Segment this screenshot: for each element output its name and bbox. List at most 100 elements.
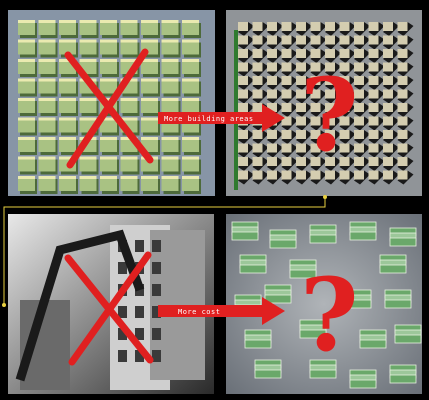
block: [18, 39, 35, 55]
block: [182, 156, 199, 172]
dense-block: [383, 116, 393, 126]
block-top: [120, 98, 138, 101]
dense-block: [281, 62, 292, 72]
block-top: [38, 98, 56, 101]
window: [118, 262, 127, 274]
block-top: [18, 98, 35, 101]
block-top: [18, 156, 35, 160]
dense-block: [397, 143, 408, 153]
dense-block: [368, 116, 379, 126]
block: [100, 176, 117, 191]
dense-block: [383, 62, 393, 72]
dense-block: [310, 89, 321, 99]
dense-block: [238, 22, 248, 31]
dense-block: [252, 170, 263, 180]
block: [182, 78, 199, 94]
block: [141, 98, 158, 113]
block-top: [120, 59, 138, 62]
dense-block: [339, 130, 350, 139]
block: [18, 20, 35, 35]
block: [100, 59, 117, 74]
dense-block: [325, 103, 335, 112]
block: [79, 176, 97, 191]
block: [79, 20, 97, 35]
block: [100, 156, 117, 172]
block-top: [141, 78, 158, 82]
block: [161, 39, 179, 55]
connector-dot: [2, 303, 6, 307]
banknote-stack: [239, 264, 267, 274]
banknote-stack: [394, 334, 422, 344]
block: [18, 78, 35, 94]
dense-block: [368, 49, 379, 58]
dense-block: [310, 170, 321, 180]
connector-line: [3, 197, 326, 305]
dense-block: [397, 157, 408, 166]
dense-block: [281, 143, 292, 153]
dense-block: [238, 103, 248, 112]
dense-block: [325, 62, 335, 72]
block-top: [100, 98, 117, 101]
dense-block: [281, 76, 292, 85]
dense-block: [383, 170, 393, 180]
window: [152, 328, 161, 340]
dense-block: [267, 89, 277, 99]
block: [161, 176, 179, 191]
dense-block: [339, 170, 350, 180]
dense-block: [296, 116, 306, 126]
dense-block: [252, 49, 263, 58]
dense-block: [397, 130, 408, 139]
dense-block: [383, 76, 393, 85]
block: [161, 78, 179, 94]
block-top: [182, 176, 199, 179]
dense-block: [354, 49, 364, 58]
block: [141, 117, 158, 133]
dense-block: [310, 76, 321, 85]
banknote-stack: [389, 374, 417, 384]
block-top: [182, 59, 199, 62]
block: [18, 176, 35, 191]
dense-block: [238, 49, 248, 58]
dense-block: [281, 170, 292, 180]
banknote-stack: [379, 264, 407, 274]
block-top: [59, 78, 76, 82]
dense-block: [281, 116, 292, 126]
dense-block: [310, 22, 321, 31]
window: [118, 328, 127, 340]
dense-block: [281, 89, 292, 99]
block: [182, 98, 199, 113]
block-top: [38, 117, 56, 121]
dense-block: [281, 130, 292, 139]
block-top: [38, 59, 56, 62]
block: [141, 176, 158, 191]
dense-block: [368, 76, 379, 85]
block-top: [141, 20, 158, 23]
block: [182, 39, 199, 55]
dense-block: [310, 116, 321, 126]
dense-block: [325, 89, 335, 99]
block-top: [100, 176, 117, 179]
excavator-arm: [15, 229, 145, 382]
banknote-stack: [359, 339, 387, 349]
block-top: [38, 20, 56, 23]
arrow-label: More cost: [178, 308, 220, 316]
dense-block: [281, 157, 292, 166]
block: [59, 39, 76, 55]
block-top: [59, 137, 76, 140]
dense-block: [296, 76, 306, 85]
dense-block: [281, 103, 292, 112]
dense-block: [368, 157, 379, 166]
arrow-top: [158, 104, 285, 132]
dense-block: [383, 89, 393, 99]
block: [38, 98, 56, 113]
block: [161, 137, 179, 152]
red-x-bottom: [64, 251, 154, 366]
block: [59, 137, 76, 152]
x-stroke: [68, 251, 152, 366]
dense-block: [354, 170, 364, 180]
block-top: [120, 39, 138, 43]
window: [135, 328, 144, 340]
dense-block: [397, 170, 408, 180]
block: [161, 98, 179, 113]
block-top: [120, 117, 138, 121]
